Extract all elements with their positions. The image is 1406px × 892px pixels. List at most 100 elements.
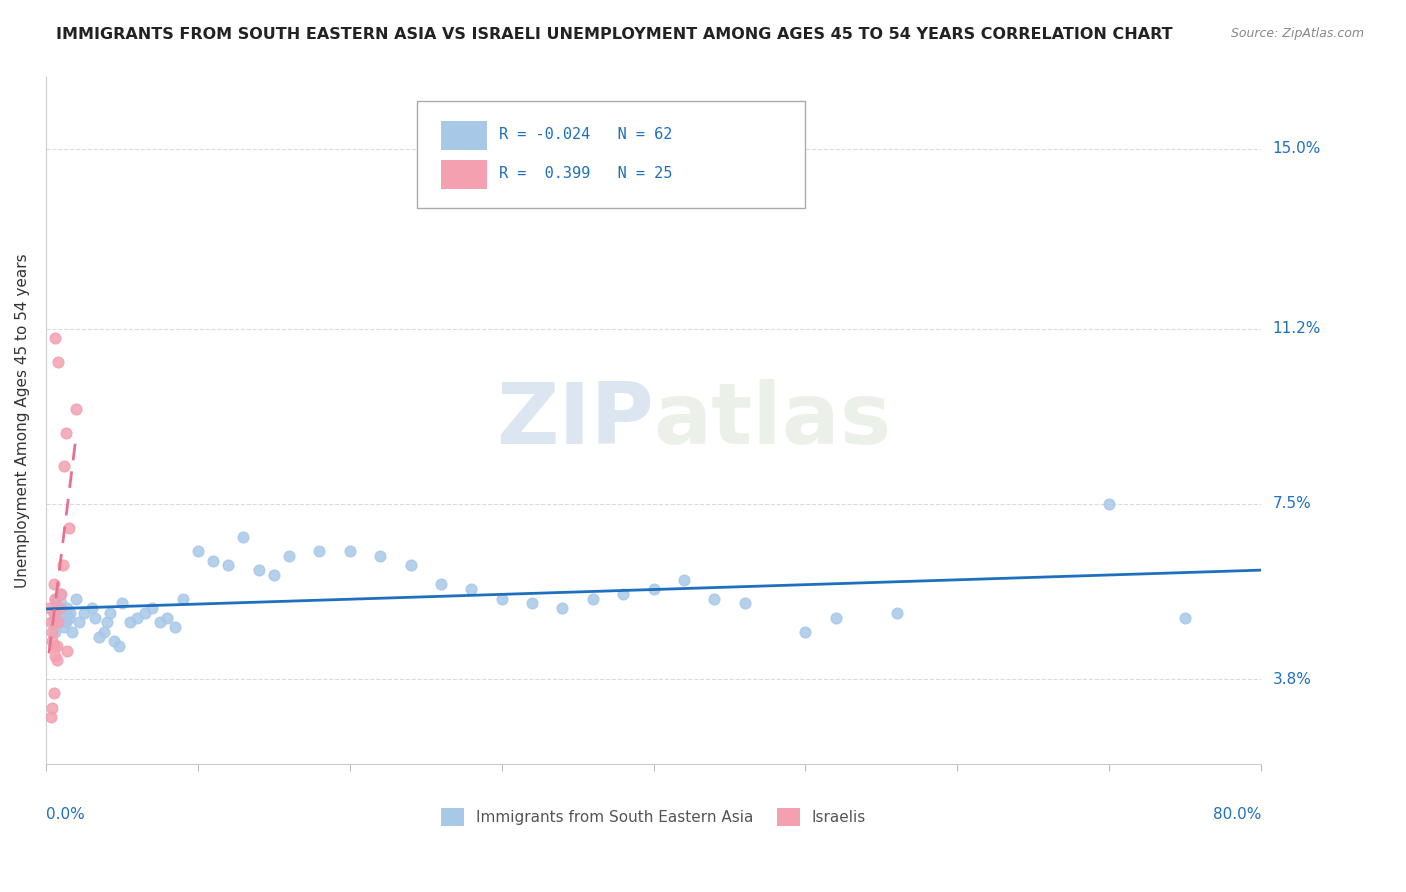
Point bbox=[399, 558, 422, 573]
Point bbox=[48, 587, 70, 601]
Point bbox=[80, 601, 103, 615]
Point bbox=[58, 520, 80, 534]
Point bbox=[45, 601, 67, 615]
Point bbox=[48, 601, 70, 615]
Text: Source: ZipAtlas.com: Source: ZipAtlas.com bbox=[1230, 27, 1364, 40]
Point bbox=[53, 620, 76, 634]
Point bbox=[83, 610, 105, 624]
Text: 11.2%: 11.2% bbox=[1272, 321, 1320, 336]
Point bbox=[42, 615, 65, 630]
Point bbox=[1174, 610, 1197, 624]
Point bbox=[60, 624, 83, 639]
Point bbox=[38, 601, 60, 615]
Point bbox=[165, 620, 187, 634]
Point bbox=[308, 544, 330, 558]
Point bbox=[42, 606, 65, 620]
Point bbox=[202, 554, 225, 568]
Point bbox=[156, 610, 179, 624]
Point bbox=[52, 558, 75, 573]
Point bbox=[111, 596, 134, 610]
Point bbox=[65, 591, 87, 606]
Point bbox=[42, 577, 65, 591]
Point bbox=[134, 606, 156, 620]
Point bbox=[430, 577, 453, 591]
Point bbox=[56, 601, 79, 615]
Point bbox=[278, 549, 301, 563]
Point bbox=[51, 596, 73, 610]
Point bbox=[703, 591, 725, 606]
Point bbox=[491, 591, 513, 606]
Point bbox=[42, 686, 65, 700]
Point bbox=[187, 544, 209, 558]
Point bbox=[232, 530, 254, 544]
Point bbox=[41, 634, 63, 648]
Point bbox=[127, 610, 149, 624]
Point bbox=[67, 615, 90, 630]
Point bbox=[45, 639, 67, 653]
Point bbox=[886, 606, 908, 620]
Point bbox=[582, 591, 605, 606]
Point bbox=[825, 610, 848, 624]
Text: 3.8%: 3.8% bbox=[1272, 672, 1312, 687]
Text: 80.0%: 80.0% bbox=[1213, 807, 1261, 822]
Point bbox=[58, 610, 80, 624]
Point bbox=[56, 644, 79, 658]
FancyBboxPatch shape bbox=[441, 160, 486, 189]
Point bbox=[93, 624, 115, 639]
Point bbox=[339, 544, 361, 558]
Y-axis label: Unemployment Among Ages 45 to 54 years: Unemployment Among Ages 45 to 54 years bbox=[15, 253, 30, 589]
Point bbox=[46, 615, 69, 630]
Point bbox=[39, 615, 62, 630]
Point bbox=[42, 639, 65, 653]
Point bbox=[46, 355, 69, 369]
Point bbox=[55, 425, 77, 440]
Point bbox=[45, 653, 67, 667]
Point bbox=[141, 601, 163, 615]
Point bbox=[55, 615, 77, 630]
Point bbox=[368, 549, 391, 563]
Point bbox=[794, 624, 817, 639]
Point bbox=[263, 568, 285, 582]
Point bbox=[98, 606, 121, 620]
Point bbox=[672, 573, 695, 587]
Point bbox=[51, 587, 73, 601]
Point bbox=[108, 639, 131, 653]
Point bbox=[42, 606, 65, 620]
Point bbox=[520, 596, 543, 610]
Legend: Immigrants from South Eastern Asia, Israelis: Immigrants from South Eastern Asia, Isra… bbox=[434, 802, 872, 832]
FancyBboxPatch shape bbox=[416, 102, 806, 208]
Point bbox=[643, 582, 665, 597]
Point bbox=[44, 624, 66, 639]
Point bbox=[44, 331, 66, 345]
Text: R =  0.399   N = 25: R = 0.399 N = 25 bbox=[499, 166, 672, 181]
Point bbox=[41, 624, 63, 639]
Point bbox=[52, 606, 75, 620]
Text: 0.0%: 0.0% bbox=[46, 807, 84, 822]
Text: atlas: atlas bbox=[654, 379, 891, 462]
Point bbox=[44, 591, 66, 606]
Point bbox=[551, 601, 574, 615]
Point bbox=[44, 648, 66, 663]
Point bbox=[1098, 497, 1121, 511]
Point bbox=[44, 591, 66, 606]
Point bbox=[39, 710, 62, 724]
Text: 15.0%: 15.0% bbox=[1272, 141, 1320, 156]
Point bbox=[460, 582, 482, 597]
Point bbox=[734, 596, 756, 610]
Text: R = -0.024   N = 62: R = -0.024 N = 62 bbox=[499, 127, 672, 142]
Text: ZIP: ZIP bbox=[496, 379, 654, 462]
Point bbox=[65, 402, 87, 417]
Point bbox=[612, 587, 634, 601]
Point bbox=[89, 630, 111, 644]
Point bbox=[41, 700, 63, 714]
Point bbox=[149, 615, 172, 630]
Point bbox=[59, 606, 82, 620]
Text: 7.5%: 7.5% bbox=[1272, 496, 1310, 511]
FancyBboxPatch shape bbox=[441, 120, 486, 150]
Point bbox=[217, 558, 239, 573]
Point bbox=[247, 563, 270, 577]
Text: IMMIGRANTS FROM SOUTH EASTERN ASIA VS ISRAELI UNEMPLOYMENT AMONG AGES 45 TO 54 Y: IMMIGRANTS FROM SOUTH EASTERN ASIA VS IS… bbox=[56, 27, 1173, 42]
Point bbox=[118, 615, 141, 630]
Point bbox=[53, 458, 76, 473]
Point bbox=[46, 610, 69, 624]
